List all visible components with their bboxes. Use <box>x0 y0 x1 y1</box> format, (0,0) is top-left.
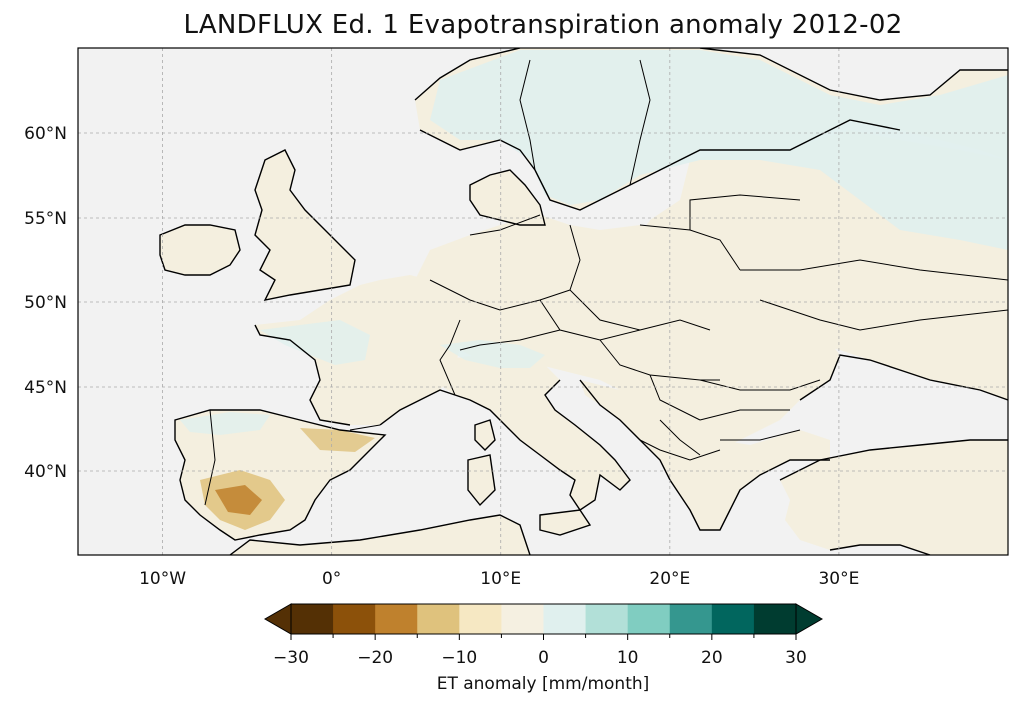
lon-tick-label: 30°E <box>818 569 859 589</box>
colorbar-segment <box>711 604 755 634</box>
lat-tick-label: 50°N <box>24 293 67 313</box>
positive-anomaly-iberia-north <box>180 412 270 435</box>
corsica-land <box>475 420 495 450</box>
colorbar-segment <box>501 604 544 634</box>
denmark-land <box>470 170 545 225</box>
colorbar-segment <box>543 604 587 634</box>
colorbar-segment <box>627 604 671 634</box>
colorbar <box>263 603 824 635</box>
colorbar-segment <box>333 604 376 634</box>
colorbar-tick-label: 30 <box>785 648 807 668</box>
turkey-land <box>780 440 1008 555</box>
colorbar-tick-label: 10 <box>617 648 639 668</box>
lon-tick-label: 10°E <box>480 569 521 589</box>
sardinia-land <box>468 455 495 505</box>
colorbar-extend-high <box>795 603 824 635</box>
country-borders <box>204 59 1008 506</box>
lat-tick-label: 40°N <box>24 462 67 482</box>
colorbar-tick-labels: −30 −20 −10 0 10 20 30 <box>273 634 807 668</box>
colorbar-tick-label: 20 <box>701 648 723 668</box>
colorbar-tick-label: −10 <box>441 648 477 668</box>
gridlines <box>78 48 1008 555</box>
lat-tick-labels: 60°N 55°N 50°N 45°N 40°N <box>24 124 67 482</box>
lon-tick-label: 20°E <box>649 569 690 589</box>
negative-anomaly-ebro <box>300 428 375 452</box>
colorbar-segment <box>753 604 797 634</box>
central-europe-land <box>415 215 840 455</box>
positive-anomaly-france <box>260 320 370 365</box>
map-frame <box>77 47 1009 556</box>
lat-tick-label: 55°N <box>24 209 67 229</box>
great-britain-land <box>255 150 355 300</box>
coastlines <box>159 48 1008 555</box>
colorbar-label: ET anomaly [mm/month] <box>436 674 650 694</box>
colorbar-tick-label: −30 <box>273 648 309 668</box>
negative-anomaly-iberia-core <box>215 485 262 515</box>
colorbar-tick-label: 0 <box>538 648 549 668</box>
lat-tick-label: 60°N <box>24 124 67 144</box>
lon-tick-labels: 10°W 0° 10°E 20°E 30°E <box>139 569 859 589</box>
colorbar-tick-label: −20 <box>357 648 393 668</box>
lat-tick-label: 45°N <box>24 378 67 398</box>
colorbar-segment <box>459 604 502 634</box>
lon-tick-label: 10°W <box>139 569 186 589</box>
map-title: LANDFLUX Ed. 1 Evapotranspiration anomal… <box>183 10 903 40</box>
colorbar-segment <box>417 604 460 634</box>
positive-anomaly-alps <box>440 340 545 368</box>
colorbar-segment <box>375 604 418 634</box>
colorbar-extend-low <box>263 603 292 635</box>
colorbar-segment <box>291 604 334 634</box>
ireland-land <box>160 225 240 275</box>
colorbar-segment <box>669 604 713 634</box>
colorbar-segment <box>585 604 629 634</box>
lon-tick-label: 0° <box>322 569 341 589</box>
